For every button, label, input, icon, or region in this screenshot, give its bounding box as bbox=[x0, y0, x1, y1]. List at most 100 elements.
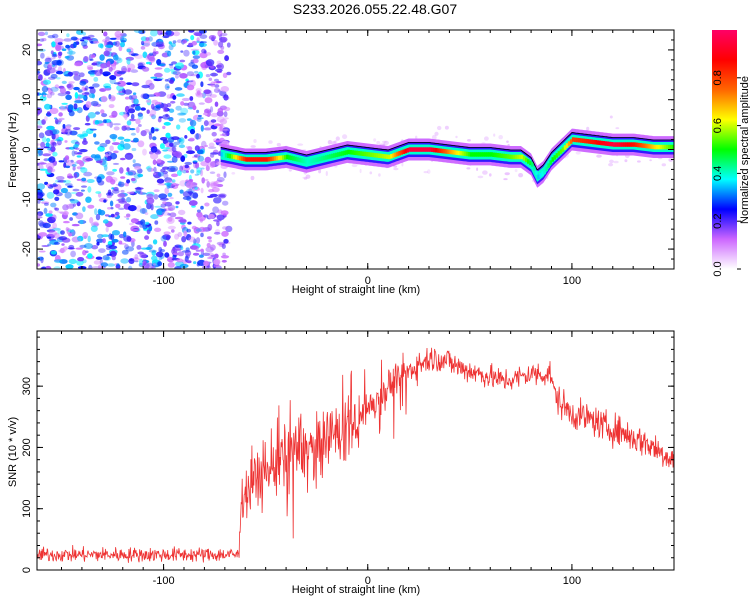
ridge-peak-segment bbox=[457, 150, 461, 156]
noise-blob bbox=[101, 234, 110, 238]
noise-blob bbox=[68, 244, 75, 249]
noise-blob bbox=[112, 230, 120, 236]
ridge-halo-dot bbox=[498, 135, 504, 140]
noise-blob bbox=[61, 102, 68, 105]
ridge-halo-dot bbox=[401, 162, 404, 167]
ridge-peak-segment bbox=[461, 151, 465, 156]
ridge-peak-segment bbox=[672, 144, 674, 150]
noise-blob bbox=[154, 67, 163, 70]
noise-blob bbox=[147, 94, 156, 97]
noise-blob bbox=[129, 128, 136, 131]
noise-blob bbox=[73, 172, 78, 179]
ridge-peak-segment bbox=[465, 151, 469, 157]
ridge-peak-segment bbox=[422, 147, 426, 152]
noise-blob bbox=[118, 45, 123, 52]
noise-blob bbox=[195, 237, 201, 244]
noise-blob bbox=[106, 194, 112, 199]
ridge-halo-dot bbox=[467, 139, 471, 142]
noise-blob bbox=[47, 63, 53, 68]
ridge-peak-segment bbox=[467, 152, 471, 157]
noise-blob bbox=[192, 105, 197, 111]
noise-blob bbox=[89, 73, 95, 77]
noise-blob bbox=[152, 263, 157, 266]
ridge-halo-dot bbox=[305, 174, 311, 179]
noise-blob bbox=[210, 112, 219, 118]
ridge-halo-dot bbox=[609, 159, 614, 164]
noise-blob bbox=[37, 162, 40, 166]
ridge-peak-segment bbox=[226, 153, 230, 158]
noise-blob bbox=[45, 213, 53, 217]
noise-blob bbox=[89, 58, 94, 61]
noise-blob bbox=[188, 188, 193, 195]
noise-blob bbox=[162, 125, 166, 130]
ridge-halo-dot bbox=[476, 167, 479, 171]
noise-blob bbox=[85, 101, 92, 108]
noise-blob bbox=[139, 191, 143, 195]
noise-blob bbox=[168, 207, 174, 212]
ridge-peak-segment bbox=[222, 152, 226, 158]
ridge-peak-segment bbox=[363, 151, 367, 157]
noise-blob bbox=[184, 135, 188, 139]
ridge-peak-segment bbox=[416, 147, 420, 152]
noise-blob bbox=[51, 129, 60, 135]
noise-blob bbox=[215, 64, 222, 68]
ridge-peak-segment bbox=[329, 154, 332, 159]
ridge-peak-segment bbox=[371, 152, 375, 158]
noise-blob bbox=[144, 129, 150, 133]
noise-blob bbox=[126, 236, 132, 242]
noise-blob bbox=[154, 220, 159, 225]
noise-blob bbox=[205, 74, 211, 78]
noise-blob bbox=[164, 182, 173, 186]
noise-blob bbox=[57, 119, 63, 123]
ridge-peak-segment bbox=[576, 137, 579, 143]
noise-blob bbox=[160, 203, 167, 208]
ridge-peak-segment bbox=[665, 144, 669, 150]
noise-blob bbox=[68, 104, 74, 111]
noise-blob bbox=[102, 156, 108, 163]
noise-blob bbox=[179, 189, 184, 194]
noise-blob bbox=[177, 251, 184, 257]
ridge-halo-dot bbox=[288, 169, 292, 172]
ridge-peak-segment bbox=[490, 152, 493, 157]
noise-blob bbox=[157, 261, 163, 267]
noise-blob bbox=[85, 157, 93, 162]
noise-blob bbox=[137, 173, 144, 178]
ridge-halo-dot bbox=[489, 173, 492, 177]
ridge-peak-segment bbox=[418, 147, 422, 152]
noise-blob bbox=[145, 99, 151, 103]
noise-blob bbox=[45, 56, 51, 62]
ridge-peak-segment bbox=[616, 142, 620, 147]
noise-blob bbox=[37, 107, 43, 115]
noise-blob bbox=[64, 191, 72, 199]
ridge-peak-segment bbox=[241, 156, 244, 161]
noise-blob bbox=[109, 75, 117, 80]
noise-blob bbox=[76, 155, 82, 158]
noise-blob bbox=[197, 114, 202, 118]
ridge-peak-segment bbox=[451, 150, 455, 155]
ridge-peak-segment bbox=[308, 159, 312, 164]
noise-blob bbox=[76, 166, 82, 170]
x-tick-label: -100 bbox=[153, 575, 175, 587]
noise-blob bbox=[223, 111, 228, 118]
noise-blob bbox=[50, 202, 57, 208]
ridge-peak-segment bbox=[441, 148, 444, 154]
noise-blob bbox=[57, 180, 67, 183]
ridge-peak-segment bbox=[582, 138, 585, 143]
noise-blob bbox=[148, 56, 156, 63]
noise-blob bbox=[167, 216, 173, 222]
noise-blob bbox=[175, 62, 184, 69]
noise-blob bbox=[37, 211, 44, 217]
ridge-peak-segment bbox=[535, 170, 538, 175]
ridge-halo-dot bbox=[382, 140, 387, 143]
ridge-peak-segment bbox=[600, 140, 604, 146]
noise-blob bbox=[215, 161, 221, 166]
noise-blob bbox=[130, 69, 139, 73]
noise-blob bbox=[219, 133, 226, 137]
noise-blob bbox=[105, 139, 111, 145]
noise-blob bbox=[182, 250, 191, 253]
noise-blob bbox=[62, 204, 69, 211]
noise-blob bbox=[77, 235, 84, 242]
noise-blob bbox=[204, 144, 209, 148]
noise-blob bbox=[176, 124, 181, 130]
noise-blob bbox=[103, 119, 107, 124]
